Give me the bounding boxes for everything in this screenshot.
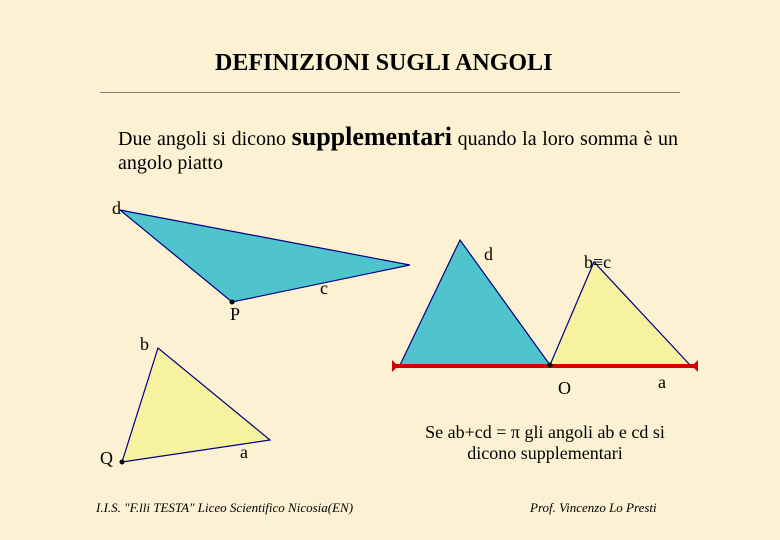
label-c: c [320, 278, 328, 299]
label-Q: Q [100, 448, 113, 469]
label-O: O [558, 378, 571, 399]
slide: DEFINIZIONI SUGLI ANGOLI Due angoli si d… [0, 0, 780, 540]
label-a-left: a [240, 442, 248, 463]
label-d1: d [112, 198, 121, 219]
label-a-right: a [658, 372, 666, 393]
diagram-right [390, 230, 700, 385]
definition-text: Due angoli si dicono supplementari quand… [118, 122, 678, 175]
conclusion-line1-post: gli angoli ab e cd si [520, 422, 665, 442]
label-d2: d [484, 244, 493, 265]
label-bc: b≡c [584, 252, 611, 273]
footer-right: Prof. Vincenzo Lo Presti [530, 500, 657, 516]
label-P: P [230, 304, 240, 325]
page-title: DEFINIZIONI SUGLI ANGOLI [215, 50, 552, 77]
definition-keyword: supplementari [292, 122, 452, 151]
title-underline [100, 92, 680, 93]
conclusion-line2: dicono supplementari [467, 443, 622, 463]
footer-left: I.I.S. "F.lli TESTA" Liceo Scientifico N… [96, 500, 353, 516]
diagram-top-triangle [110, 200, 410, 320]
label-b: b [140, 334, 149, 355]
conclusion-pi: π [511, 422, 520, 442]
diagram-bottom-triangle [110, 340, 280, 470]
conclusion-line1-pre: Se ab+cd = [425, 422, 511, 442]
conclusion-text: Se ab+cd = π gli angoli ab e cd si dicon… [390, 422, 700, 464]
title-text: DEFINIZIONI SUGLI ANGOLI [215, 50, 552, 76]
definition-pre: Due angoli si dicono [118, 128, 292, 150]
